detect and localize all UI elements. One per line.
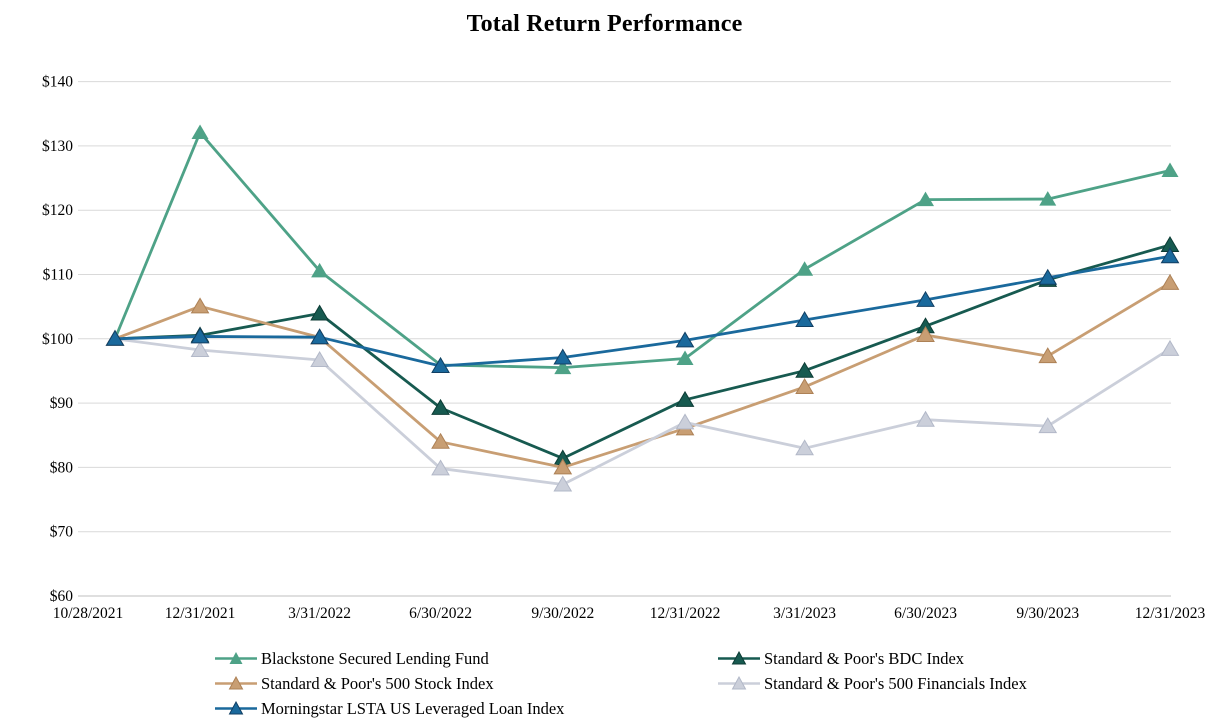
y-axis-tick-label: $120 [42, 202, 73, 219]
data-point-marker [310, 351, 329, 368]
x-axis-tick-label: 12/31/2022 [650, 605, 721, 622]
triangle-marker-icon [718, 676, 760, 690]
x-axis-tick-label: 9/30/2023 [1016, 605, 1079, 622]
x-axis-tick-label: 12/31/2023 [1135, 605, 1206, 622]
legend-label: Standard & Poor's 500 Financials Index [764, 673, 1027, 693]
x-axis-tick-label: 3/31/2023 [773, 605, 836, 622]
x-axis-tick-label: 3/31/2022 [288, 605, 351, 622]
y-axis-tick-label: $90 [50, 395, 74, 412]
data-point-marker [1160, 339, 1180, 356]
data-point-marker [1038, 417, 1058, 434]
series-line-0 [113, 131, 1172, 370]
data-point-marker [553, 348, 573, 365]
line-chart-plot-area: $60 $70 $80 $90 $100 $110 $120 $130 $140 10/28/20… [42, 74, 1206, 622]
data-point-marker [916, 325, 935, 342]
x-axis-tick-label: 12/31/2021 [165, 605, 236, 622]
data-point-marker [554, 359, 572, 375]
data-point-marker [1161, 162, 1179, 177]
x-axis-tick-label: 9/30/2022 [531, 605, 594, 622]
data-point-marker [310, 304, 329, 321]
data-point-marker [917, 191, 935, 207]
triangle-marker-icon [718, 651, 760, 665]
data-point-marker [431, 432, 450, 449]
data-point-marker [675, 331, 695, 348]
legend-item-blackstone: Blackstone Secured Lending Fund [215, 646, 564, 671]
legend-item-lsta-loan-index: Morningstar LSTA US Leveraged Loan Index [215, 696, 564, 721]
data-point-marker [675, 390, 695, 407]
x-axis-tick-label: 10/28/2021 [53, 605, 124, 622]
data-point-marker [795, 361, 814, 378]
data-point-marker [916, 290, 935, 307]
x-axis-tick-label: 6/30/2023 [894, 605, 957, 622]
data-point-marker [190, 340, 210, 357]
y-axis-tick-label: $130 [42, 138, 73, 155]
series-line-2 [113, 281, 1172, 469]
legend-item-sp500-stock: Standard & Poor's 500 Stock Index [215, 671, 564, 696]
data-point-marker [1039, 191, 1057, 206]
y-axis-tick-label: $140 [42, 74, 73, 91]
legend-item-sp-bdc-index: Standard & Poor's BDC Index [718, 646, 1027, 671]
y-axis-tick-label: $110 [43, 267, 74, 284]
data-point-marker [1038, 268, 1058, 285]
triangle-marker-icon [215, 676, 257, 690]
data-point-marker [431, 459, 450, 476]
legend-label: Standard & Poor's 500 Stock Index [261, 673, 494, 693]
data-point-marker [1160, 273, 1180, 290]
data-point-marker [191, 124, 209, 139]
y-axis-tick-label: $70 [50, 524, 74, 541]
legend-label: Standard & Poor's BDC Index [764, 648, 965, 668]
data-point-marker [1038, 347, 1058, 364]
data-point-marker [795, 310, 814, 327]
data-point-marker [190, 297, 210, 314]
data-point-marker [796, 261, 814, 276]
triangle-marker-icon [215, 701, 257, 715]
y-axis-tick-label: $80 [50, 459, 74, 476]
data-point-marker [916, 410, 935, 427]
data-point-marker [190, 327, 210, 344]
data-point-marker [675, 413, 695, 430]
series-line-3 [113, 337, 1172, 486]
legend-item-sp500-financials: Standard & Poor's 500 Financials Index [718, 671, 1027, 696]
data-point-marker [676, 350, 694, 366]
series-line-1 [113, 243, 1172, 460]
legend-label: Blackstone Secured Lending Fund [261, 648, 489, 668]
x-axis-tick-label: 6/30/2022 [409, 605, 472, 622]
legend-right-column: Standard & Poor's BDC Index Standard & P… [718, 646, 1027, 696]
y-axis-tick-label: $100 [42, 331, 73, 348]
data-point-marker [431, 398, 450, 415]
data-point-marker [795, 377, 814, 394]
data-point-marker [1160, 247, 1180, 264]
data-point-marker [553, 458, 573, 475]
data-point-marker [311, 262, 329, 278]
legend-left-column: Blackstone Secured Lending Fund Standard… [215, 646, 564, 721]
legend-label: Morningstar LSTA US Leveraged Loan Index [261, 698, 565, 718]
data-point-marker [795, 439, 814, 456]
series-line-4 [113, 254, 1172, 368]
data-point-marker [431, 357, 450, 373]
chart-title: Total Return Performance [466, 11, 743, 37]
data-point-marker [553, 475, 573, 492]
data-point-marker [105, 329, 125, 346]
data-point-marker [310, 328, 329, 345]
triangle-marker-icon [215, 652, 257, 664]
y-axis-tick-label: $60 [50, 588, 74, 605]
